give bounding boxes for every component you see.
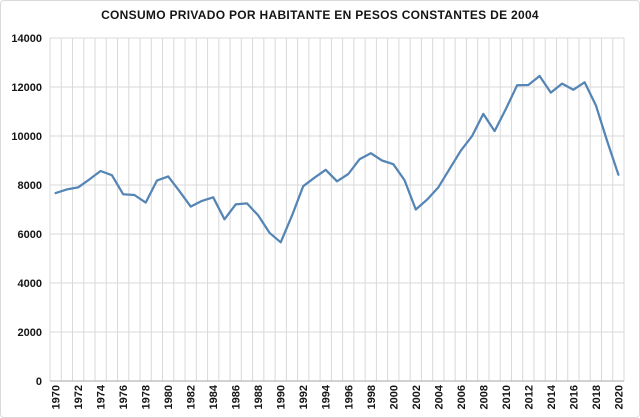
x-tick-label: 1988: [253, 385, 265, 409]
x-tick-label: 1976: [118, 385, 130, 409]
x-tick-label: 1978: [141, 385, 153, 409]
x-tick-label: 1994: [321, 384, 333, 409]
x-tick-label: 1984: [208, 384, 220, 409]
x-tick-label: 1998: [366, 385, 378, 409]
consumption-series-line: [54, 74, 620, 244]
x-axis-labels: 1970 1972 1974 1976 1978 1980 1982 1984 1986 1988…: [51, 384, 626, 409]
chart-title: CONSUMO PRIVADO POR HABITANTE EN PESOS C…: [101, 8, 539, 22]
x-tick-label: 2012: [523, 385, 535, 409]
x-tick-label: 2008: [478, 385, 490, 409]
x-tick-label: 2006: [456, 385, 468, 409]
y-tick-label: 4000: [18, 278, 42, 290]
x-tick-label: 2004: [433, 384, 445, 409]
x-tick-label: 1982: [186, 385, 198, 409]
x-tick-label: 1996: [343, 385, 355, 409]
x-tick-label: 2020: [613, 385, 625, 409]
y-tick-label: 10000: [11, 131, 42, 143]
x-tick-label: 2010: [501, 385, 513, 409]
horizontal-gridlines: [50, 37, 624, 333]
y-tick-label: 2000: [18, 327, 42, 339]
x-tick-label: 1990: [276, 385, 288, 409]
x-tick-label: 2014: [546, 384, 558, 409]
x-tick-label: 1992: [298, 385, 310, 409]
x-tick-label: 2018: [591, 385, 603, 409]
x-tick-label: 2016: [568, 385, 580, 409]
vertical-gridlines: [49, 38, 625, 381]
x-tick-label: 1970: [51, 385, 63, 409]
y-tick-label: 14000: [11, 33, 42, 45]
x-tick-label: 1972: [73, 385, 85, 409]
y-tick-label: 8000: [18, 180, 42, 192]
y-tick-label: 0: [36, 376, 42, 388]
y-axis-labels: 0 2000 4000 6000 8000 10000 12000 14000: [11, 33, 42, 388]
y-tick-label: 12000: [11, 82, 42, 94]
x-tick-label: 1986: [231, 385, 243, 409]
x-tick-label: 2002: [411, 385, 423, 409]
x-tick-label: 1974: [96, 384, 108, 409]
x-tick-label: 1980: [163, 385, 175, 409]
y-tick-label: 6000: [18, 229, 42, 241]
x-tick-label: 2000: [388, 385, 400, 409]
